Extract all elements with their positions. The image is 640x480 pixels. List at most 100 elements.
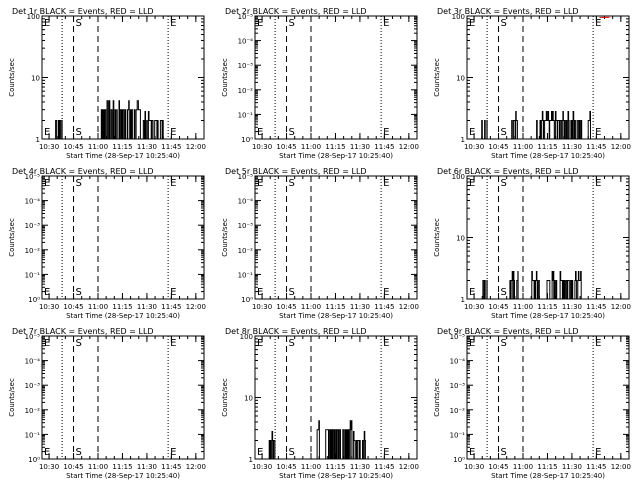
x-tick-label: 11:00 <box>301 143 321 151</box>
x-tick-label: 11:15 <box>537 303 557 311</box>
y-tick-label: 10⁻³ <box>450 382 466 390</box>
x-tick-label: 12:00 <box>186 303 206 311</box>
y-tick-label: 10⁻¹ <box>238 271 254 279</box>
x-tick-label: 11:45 <box>374 303 394 311</box>
start-marker: S <box>76 127 82 138</box>
x-tick-label: 11:30 <box>137 303 157 311</box>
end-marker: E <box>595 447 601 458</box>
end-marker: E <box>383 18 389 29</box>
end-marker: E <box>595 18 601 29</box>
x-tick-label: 10:45 <box>276 303 296 311</box>
y-tick-label: 1 <box>461 296 465 304</box>
y-tick-label: 10 <box>244 395 253 403</box>
x-tick-label: 10:30 <box>252 303 272 311</box>
events-series-line <box>55 120 63 140</box>
x-tick-label: 11:45 <box>161 463 181 471</box>
start-marker: S <box>289 287 295 298</box>
end-marker: E <box>595 287 601 298</box>
x-tick-label: 11:30 <box>562 463 582 471</box>
y-tick-label: 10⁰ <box>453 456 465 464</box>
detector-panel: Det 2r BLACK = Events, RED = LLD 10⁰ 10⁻¹ 1… <box>221 7 419 160</box>
x-tick-label: 10:30 <box>464 463 484 471</box>
end-marker: E <box>170 447 176 458</box>
x-tick-label: 11:45 <box>374 143 394 151</box>
x-tick-label: 10:30 <box>464 303 484 311</box>
plot-frame <box>466 335 630 460</box>
y-tick-label: 1 <box>249 456 253 464</box>
x-axis-label: Start Time (28-Sep-17 10:25:40) <box>279 312 393 320</box>
end-marker: E <box>383 287 389 298</box>
x-tick-label: 11:00 <box>88 303 108 311</box>
y-tick-label: 10⁻² <box>238 247 254 255</box>
x-tick-label: 10:45 <box>488 463 508 471</box>
start-marker: S <box>501 127 507 138</box>
x-tick-label: 11:15 <box>537 463 557 471</box>
y-axis-label: Counts/sec <box>221 218 229 257</box>
panel-title: Det 7r BLACK = Events, RED = LLD <box>12 327 154 336</box>
end-marker: E <box>469 447 475 458</box>
y-tick-label: 10⁻¹ <box>238 111 254 119</box>
y-tick-label: 1 <box>36 136 40 144</box>
y-tick-label: 10⁻⁴ <box>450 358 466 366</box>
y-axis-label: Counts/sec <box>8 218 16 257</box>
end-marker: E <box>469 127 475 138</box>
x-tick-label: 10:45 <box>63 303 83 311</box>
y-tick-label: 10⁻³ <box>25 222 41 230</box>
y-tick-label: 10⁰ <box>241 296 253 304</box>
x-tick-label: 11:30 <box>562 143 582 151</box>
x-tick-label: 11:45 <box>374 463 394 471</box>
y-tick-label: 100 <box>27 13 40 21</box>
end-marker: E <box>383 447 389 458</box>
x-tick-label: 12:00 <box>611 463 631 471</box>
plot-frame <box>41 335 205 460</box>
start-marker: S <box>76 287 82 298</box>
end-marker: E <box>469 178 475 189</box>
y-tick-label: 10⁻⁵ <box>238 13 254 21</box>
y-tick-label: 10⁰ <box>241 136 253 144</box>
end-marker: E <box>44 338 50 349</box>
start-marker: S <box>76 178 82 189</box>
y-axis-label: Counts/sec <box>433 378 441 417</box>
y-axis-label: Counts/sec <box>221 378 229 417</box>
end-marker: E <box>44 287 50 298</box>
x-tick-label: 10:45 <box>63 463 83 471</box>
end-marker: E <box>170 338 176 349</box>
x-tick-label: 11:45 <box>161 303 181 311</box>
end-marker: E <box>595 338 601 349</box>
y-tick-label: 10⁻⁴ <box>25 198 41 206</box>
y-tick-label: 10⁻³ <box>25 382 41 390</box>
x-tick-label: 10:45 <box>276 463 296 471</box>
x-tick-label: 11:15 <box>325 303 345 311</box>
start-marker: S <box>289 178 295 189</box>
x-tick-label: 11:00 <box>301 463 321 471</box>
end-marker: E <box>595 178 601 189</box>
y-tick-label: 10⁻⁴ <box>238 38 254 46</box>
plot-frame <box>41 175 205 300</box>
x-tick-label: 11:30 <box>350 143 370 151</box>
y-tick-label: 10⁰ <box>28 456 40 464</box>
y-tick-label: 10⁻² <box>238 87 254 95</box>
y-axis-label: Counts/sec <box>433 218 441 257</box>
x-tick-label: 10:30 <box>39 143 59 151</box>
x-tick-label: 12:00 <box>186 463 206 471</box>
start-marker: S <box>289 447 295 458</box>
x-tick-label: 11:30 <box>350 303 370 311</box>
y-tick-label: 10⁻¹ <box>25 431 41 439</box>
x-tick-label: 11:30 <box>350 463 370 471</box>
y-tick-label: 10⁰ <box>28 296 40 304</box>
end-marker: E <box>44 178 50 189</box>
y-tick-label: 100 <box>452 13 465 21</box>
end-marker: E <box>257 447 263 458</box>
end-marker: E <box>383 127 389 138</box>
y-tick-label: 10⁻⁵ <box>450 333 466 341</box>
panel-title: Det 1r BLACK = Events, RED = LLD <box>12 7 154 16</box>
end-marker: E <box>44 18 50 29</box>
x-tick-label: 11:00 <box>513 303 533 311</box>
x-tick-label: 10:45 <box>488 143 508 151</box>
panel-title: Det 8r BLACK = Events, RED = LLD <box>225 327 367 336</box>
start-marker: S <box>501 18 507 29</box>
events-series-line <box>509 271 519 300</box>
end-marker: E <box>170 127 176 138</box>
panel-title: Det 5r BLACK = Events, RED = LLD <box>225 167 367 176</box>
